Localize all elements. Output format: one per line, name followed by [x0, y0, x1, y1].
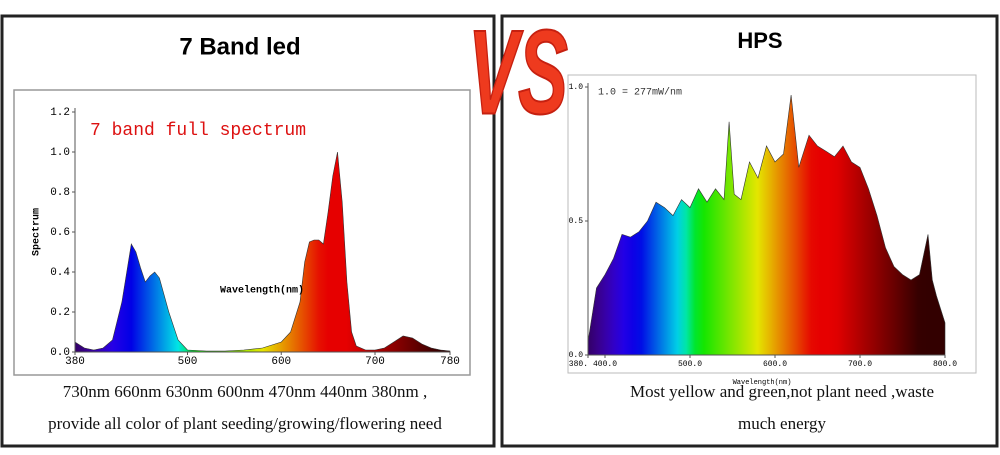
x-tick-label: 600 — [271, 356, 291, 368]
x-tick-label: 700 — [365, 356, 385, 368]
y-tick-label: 0.2 — [50, 307, 70, 319]
x-tick-label: 600.0 — [763, 360, 787, 369]
y-axis-label: Spectrum — [32, 208, 43, 256]
y-tick-label: 0.4 — [50, 267, 70, 279]
right-chart-frame — [567, 74, 977, 374]
caption: provide all color of plant seeding/growi… — [48, 414, 442, 433]
x-tick-label: 780 — [440, 356, 460, 368]
x-axis-label: Wavelength(nm) — [220, 285, 304, 297]
x-tick-label: 500.0 — [678, 360, 702, 369]
y-tick-label: 0.6 — [50, 227, 70, 239]
y-tick-label: 0.0 — [50, 347, 70, 359]
x-tick-label: 380. — [569, 360, 588, 369]
panel-title: HPS — [737, 28, 782, 53]
x-axis-label: Wavelength(nm) — [733, 379, 792, 387]
x-tick-label: 380 — [65, 356, 85, 368]
left-chart-frame — [13, 89, 471, 376]
y-tick-label: 0.0 — [569, 351, 584, 360]
y-tick-label: 0.5 — [569, 217, 584, 226]
vs-headline: VS — [468, 6, 568, 140]
caption: 730nm 660nm 630nm 600nm 470nm 440nm 380n… — [63, 382, 428, 401]
y-tick-label: 0.8 — [50, 187, 70, 199]
y-tick-label: 1.2 — [50, 107, 70, 119]
caption: Most yellow and green,not plant need ,wa… — [630, 382, 934, 401]
right-panel — [500, 14, 999, 448]
x-tick-label: 700.0 — [848, 360, 872, 369]
annotation: 1.0 = 277mW/nm — [598, 87, 682, 99]
spectrum-area — [74, 151, 451, 353]
y-tick-label: 1.0 — [569, 83, 584, 92]
x-tick-label: 400.0 — [593, 360, 617, 369]
spectrum-area — [587, 94, 946, 356]
annotation: 7 band full spectrum — [90, 121, 306, 141]
caption: much energy — [738, 414, 826, 433]
x-tick-label: 500 — [178, 356, 198, 368]
panel-title: 7 Band led — [179, 33, 300, 60]
left-panel — [0, 14, 496, 448]
y-tick-label: 1.0 — [50, 147, 70, 159]
x-tick-label: 800.0 — [933, 360, 957, 369]
